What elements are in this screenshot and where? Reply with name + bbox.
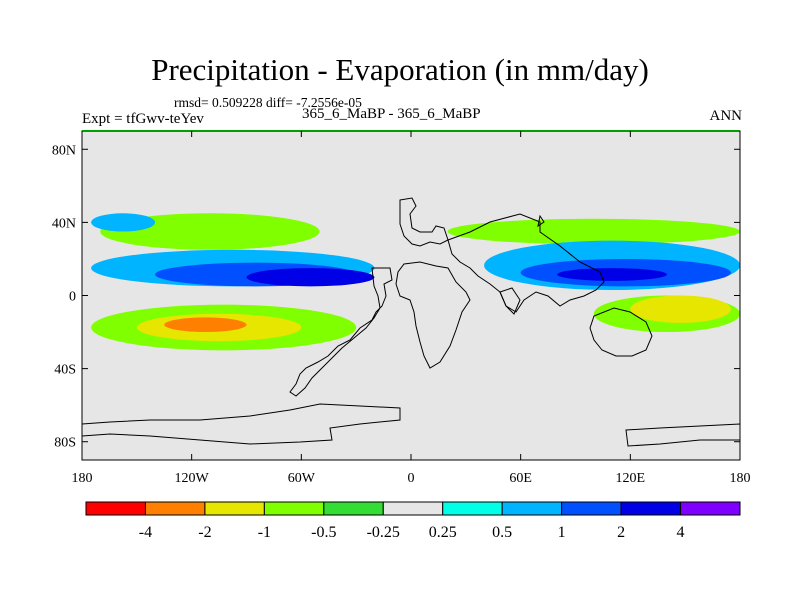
y-tick-label-3: 40S — [54, 363, 76, 378]
coastline-antarctica-east — [625, 423, 740, 447]
colorbar-label-7: 1 — [558, 524, 566, 541]
colorbar-label-8: 2 — [617, 524, 625, 541]
chart-title: Precipitation - Evaporation (in mm/day) — [151, 52, 649, 87]
colorbar-box-7 — [501, 501, 563, 516]
colorbar-box-9 — [620, 501, 682, 516]
y-tick-label-0: 80N — [52, 143, 76, 158]
axis-ticks: 180 120W 60W 0 60E 120E 180 80N 40N 0 40S 80S — [52, 131, 751, 486]
colorbar-box-10 — [680, 501, 741, 516]
coastline-antarctica — [82, 403, 401, 445]
colorbar-label-1: -2 — [198, 524, 211, 541]
colorbar-label-3: -0.5 — [311, 524, 336, 541]
coastline-americas — [289, 267, 393, 397]
colorbar-label-5: 0.25 — [429, 524, 457, 541]
season-label: ANN — [709, 108, 743, 124]
colorbar-box-4 — [323, 501, 384, 516]
colorbar-box-6 — [442, 501, 503, 516]
x-tick-label-6: 180 — [730, 471, 751, 486]
coastline-europe — [399, 197, 449, 247]
colorbar-box-5 — [382, 501, 444, 516]
x-tick-label-3: 0 — [408, 471, 415, 486]
y-tick-label-4: 80S — [54, 436, 76, 451]
anomaly-region-6 — [630, 295, 731, 323]
anomaly-region-4 — [164, 317, 247, 333]
coastline-east-asia-detail — [537, 214, 545, 228]
colorbar-box-8 — [561, 501, 622, 516]
map-plot-area — [82, 131, 740, 460]
coastline-africa — [395, 261, 471, 369]
y-tick-label-2: 0 — [69, 290, 76, 305]
anomaly-region-1 — [447, 218, 740, 245]
colorbar-label-2: -1 — [258, 524, 271, 541]
coastline-australia — [589, 307, 653, 357]
colorbar: -4 -2 -1 -0.5 -0.25 0.25 0.5 1 2 4 — [85, 501, 741, 541]
coastline-india — [499, 287, 521, 315]
map-background — [82, 131, 740, 460]
x-tick-label-5: 120E — [616, 471, 646, 486]
colorbar-label-9: 4 — [677, 524, 685, 541]
colorbar-box-1 — [144, 501, 206, 516]
runs-label: 365_6_MaBP - 365_6_MaBP — [302, 106, 481, 122]
colorbar-label-6: 0.5 — [492, 524, 512, 541]
anomaly-region-12 — [557, 268, 667, 281]
colorbar-box-3 — [263, 501, 325, 516]
experiment-label: Expt = tfGwv-teYev — [82, 111, 204, 127]
x-tick-label-4: 60E — [509, 471, 532, 486]
colorbar-box-2 — [204, 501, 265, 516]
x-tick-label-2: 60W — [288, 471, 316, 486]
anomaly-region-13 — [91, 213, 156, 232]
coastlines — [82, 197, 740, 447]
y-tick-label-1: 40N — [52, 216, 76, 231]
colorbar-label-4: -0.25 — [367, 524, 400, 541]
colorbar-label-0: -4 — [139, 524, 152, 541]
colorbar-box-0 — [85, 501, 146, 516]
x-tick-label-1: 120W — [175, 471, 210, 486]
x-tick-label-0: 180 — [72, 471, 93, 486]
anomaly-regions — [91, 213, 740, 351]
anomaly-region-0 — [100, 213, 320, 250]
anomaly-region-9 — [246, 268, 375, 287]
coastline-asia — [447, 213, 605, 313]
stats-label: rmsd= 0.509228 diff= -7.2556e-05 — [174, 95, 362, 110]
